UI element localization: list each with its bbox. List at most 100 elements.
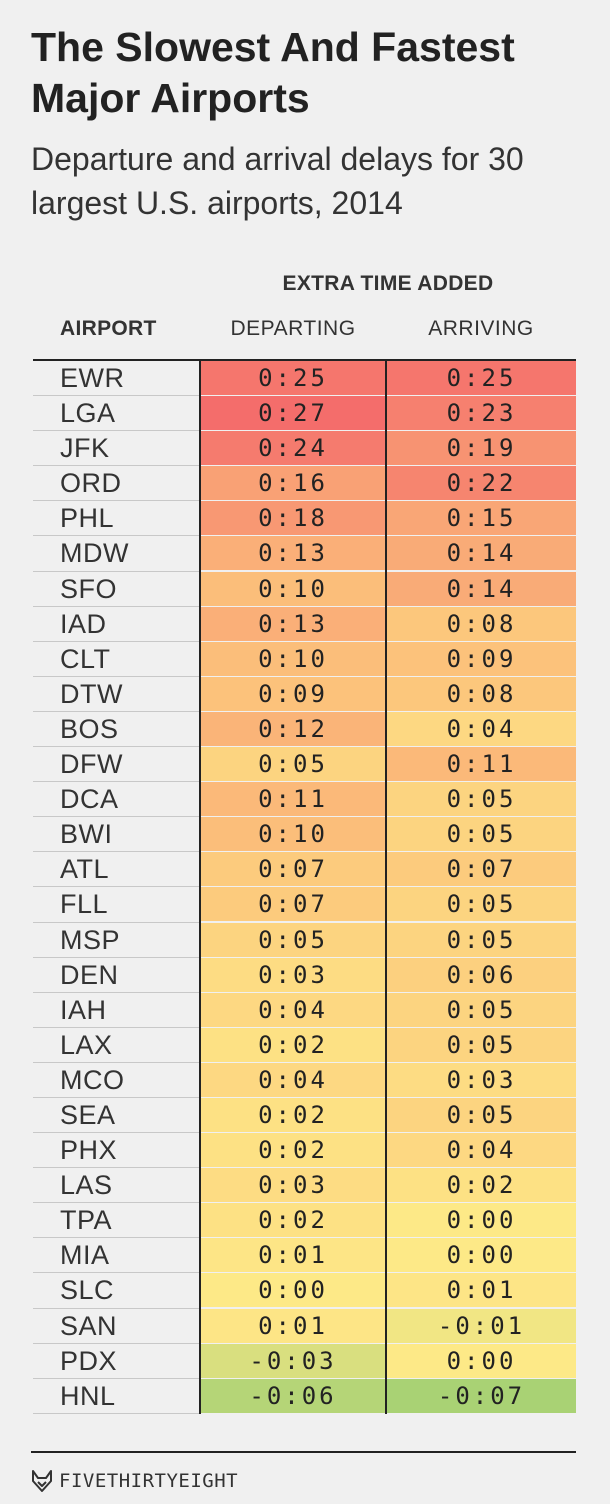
column-header-arriving: ARRIVING — [428, 317, 534, 340]
table-row: DTW 0:09 0:08 — [33, 676, 576, 712]
row-separator — [33, 500, 199, 502]
table-row: BWI 0:10 0:05 — [33, 817, 576, 853]
arriving-delay-cell: 0:00 — [387, 1238, 576, 1273]
table-row: SFO 0:10 0:14 — [33, 571, 576, 607]
airport-label: ORD — [60, 468, 122, 499]
table-row: ORD 0:16 0:22 — [33, 466, 576, 502]
table-row: IAD 0:13 0:08 — [33, 606, 576, 642]
airport-label: PDX — [60, 1345, 118, 1376]
fox-icon — [32, 1470, 52, 1492]
arriving-delay-cell: 0:05 — [387, 1097, 576, 1132]
departing-delay-cell: 0:04 — [200, 992, 386, 1027]
table-row: ATL 0:07 0:07 — [33, 852, 576, 888]
arriving-delay-cell: 0:22 — [387, 466, 576, 501]
airport-label: BOS — [60, 713, 119, 744]
table-row: LAS 0:03 0:02 — [33, 1168, 576, 1204]
airport-label: SLC — [60, 1275, 115, 1306]
arriving-delay-cell: 0:07 — [387, 852, 576, 887]
row-separator — [33, 1026, 199, 1028]
departing-delay-cell: 0:24 — [200, 431, 386, 466]
row-separator — [33, 1342, 199, 1344]
table-row: SEA 0:02 0:05 — [33, 1097, 576, 1134]
airport-label: PHX — [60, 1135, 118, 1166]
departing-delay-cell: 0:03 — [200, 1168, 386, 1203]
arriving-delay-cell: 0:05 — [387, 992, 576, 1027]
arriving-delay-cell: 0:08 — [387, 606, 576, 641]
airport-label: IAD — [60, 608, 107, 639]
table-row: PHX 0:02 0:04 — [33, 1133, 576, 1169]
departing-delay-cell: 0:02 — [200, 1133, 386, 1168]
table-row: MCO 0:04 0:03 — [33, 1062, 576, 1098]
table-row: JFK 0:24 0:19 — [33, 431, 576, 467]
row-separator — [33, 886, 199, 888]
brand-logo: FIVETHIRTYEIGHT — [31, 1468, 238, 1494]
arriving-delay-cell: 0:05 — [387, 887, 576, 922]
departing-delay-cell: 0:00 — [200, 1273, 386, 1308]
table-row: MDW 0:13 0:14 — [33, 536, 576, 572]
row-separator — [33, 956, 199, 958]
airport-label: LGA — [60, 398, 116, 429]
table-row: LGA 0:27 0:23 — [33, 396, 576, 432]
row-separator — [33, 921, 199, 923]
arriving-delay-cell: 0:01 — [387, 1273, 576, 1308]
arriving-delay-cell: -0:07 — [387, 1378, 576, 1413]
column-divider-left — [199, 360, 201, 1414]
departing-delay-cell: 0:10 — [200, 571, 386, 606]
row-separator — [33, 605, 199, 607]
table-row: MIA 0:01 0:00 — [33, 1238, 576, 1274]
column-divider-middle — [385, 360, 387, 1414]
arriving-delay-cell: 0:14 — [387, 536, 576, 571]
departing-delay-cell: 0:13 — [200, 606, 386, 641]
arriving-delay-cell: -0:01 — [387, 1308, 576, 1343]
row-separator — [33, 816, 199, 818]
departing-delay-cell: 0:07 — [200, 852, 386, 887]
arriving-delay-cell: 0:04 — [387, 1133, 576, 1168]
row-separator — [33, 1132, 199, 1134]
arriving-delay-cell: 0:02 — [387, 1168, 576, 1203]
table-row: DFW 0:05 0:11 — [33, 747, 576, 783]
arriving-delay-cell: 0:00 — [387, 1203, 576, 1238]
airport-label: CLT — [60, 643, 111, 674]
departing-delay-cell: 0:13 — [200, 536, 386, 571]
row-separator — [33, 1237, 199, 1239]
airport-label: DTW — [60, 678, 123, 709]
departing-delay-cell: 0:09 — [200, 676, 386, 711]
airport-label: MCO — [60, 1064, 125, 1095]
departing-delay-cell: 0:02 — [200, 1027, 386, 1062]
airport-label: SEA — [60, 1099, 116, 1130]
table-row: HNL -0:06 -0:07 — [33, 1378, 576, 1414]
arriving-delay-cell: 0:06 — [387, 957, 576, 992]
departing-delay-cell: 0:04 — [200, 1062, 386, 1097]
table-row: DEN 0:03 0:06 — [33, 957, 576, 993]
row-separator — [33, 570, 199, 572]
arriving-delay-cell: 0:19 — [387, 431, 576, 466]
chart-title: The Slowest And Fastest Major Airports — [31, 24, 515, 121]
row-separator — [33, 535, 199, 537]
arriving-delay-cell: 0:03 — [387, 1062, 576, 1097]
arriving-delay-cell: 0:04 — [387, 711, 576, 746]
airport-label: LAS — [60, 1170, 113, 1201]
departing-delay-cell: 0:12 — [200, 711, 386, 746]
row-separator — [33, 430, 199, 432]
row-separator — [33, 1412, 199, 1414]
airport-label: DEN — [60, 959, 119, 990]
arriving-delay-cell: 0:05 — [387, 782, 576, 817]
row-separator — [33, 991, 199, 993]
column-header-airport: AIRPORT — [60, 317, 157, 340]
table-row: TPA 0:02 0:00 — [33, 1203, 576, 1239]
airport-label: TPA — [60, 1205, 113, 1236]
row-separator — [33, 1167, 199, 1169]
departing-delay-cell: 0:27 — [200, 396, 386, 431]
airport-label: IAH — [60, 994, 107, 1025]
row-separator — [33, 465, 199, 467]
departing-delay-cell: 0:02 — [200, 1097, 386, 1132]
table-row: SAN 0:01 -0:01 — [33, 1308, 576, 1344]
airport-label: MSP — [60, 924, 121, 955]
airport-label: DCA — [60, 784, 119, 815]
table-row: SLC 0:00 0:01 — [33, 1273, 576, 1309]
departing-delay-cell: 0:10 — [200, 641, 386, 676]
row-separator — [33, 781, 199, 783]
airport-label: EWR — [60, 363, 125, 393]
departing-delay-cell: 0:10 — [200, 817, 386, 852]
table-body: EWR 0:25 0:25 LGA 0:27 0:23 JFK 0:24 0:19 ORD 0:16… — [33, 361, 576, 1414]
